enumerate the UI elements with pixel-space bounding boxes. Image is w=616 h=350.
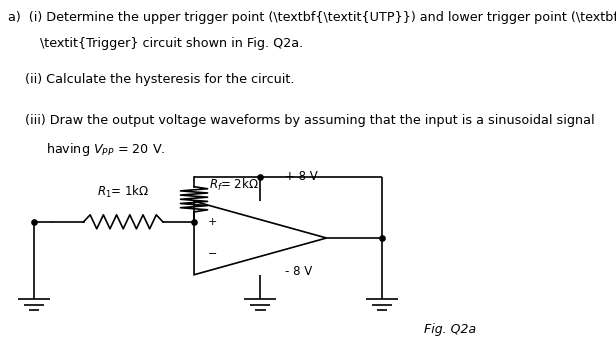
Text: (ii) Calculate the hysteresis for the circuit.: (ii) Calculate the hysteresis for the ci… — [25, 74, 294, 86]
Text: Fig. Q2a: Fig. Q2a — [424, 323, 476, 336]
Text: $R_f$= 2k$\Omega$: $R_f$= 2k$\Omega$ — [209, 177, 259, 193]
Text: $R_1$= 1k$\Omega$: $R_1$= 1k$\Omega$ — [97, 184, 149, 200]
Text: a)  (i) Determine the upper trigger point (\textbf{\textit{UTP}}) and lower trig: a) (i) Determine the upper trigger point… — [8, 10, 616, 23]
Text: having $V_{PP}$ = 20 V.: having $V_{PP}$ = 20 V. — [46, 141, 166, 158]
Text: - 8 V: - 8 V — [285, 265, 312, 278]
Text: \textit{Trigger} circuit shown in Fig. Q2a.: \textit{Trigger} circuit shown in Fig. Q… — [40, 37, 303, 50]
Text: + 8 V: + 8 V — [285, 170, 318, 183]
Text: +: + — [208, 217, 217, 227]
Text: (iii) Draw the output voltage waveforms by assuming that the input is a sinusoid: (iii) Draw the output voltage waveforms … — [25, 114, 594, 127]
Text: −: − — [208, 249, 217, 259]
